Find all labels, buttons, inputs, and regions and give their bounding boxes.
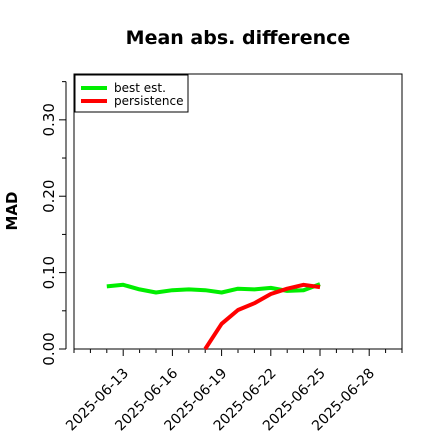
x-axis: 2025-06-132025-06-162025-06-192025-06-22… bbox=[63, 349, 403, 434]
y-axis: 0.00 0.10 0.20 0.30 bbox=[40, 81, 67, 366]
legend: best est. persistence bbox=[74, 74, 189, 113]
y-tick-label: 0.10 bbox=[40, 256, 58, 289]
legend-label-best-est: best est. bbox=[114, 81, 166, 95]
y-tick-label: 0.20 bbox=[40, 180, 58, 213]
series-line-persistence bbox=[203, 282, 321, 351]
plot-area-frame bbox=[73, 73, 403, 350]
series-layer bbox=[106, 282, 321, 351]
chart-title: Mean abs. difference bbox=[126, 27, 351, 49]
y-tick-label: 0.30 bbox=[40, 103, 58, 136]
y-tick-label: 0.00 bbox=[40, 332, 58, 365]
legend-box bbox=[74, 74, 189, 113]
legend-label-persistence: persistence bbox=[114, 94, 183, 108]
y-axis-label: MAD bbox=[3, 192, 21, 231]
